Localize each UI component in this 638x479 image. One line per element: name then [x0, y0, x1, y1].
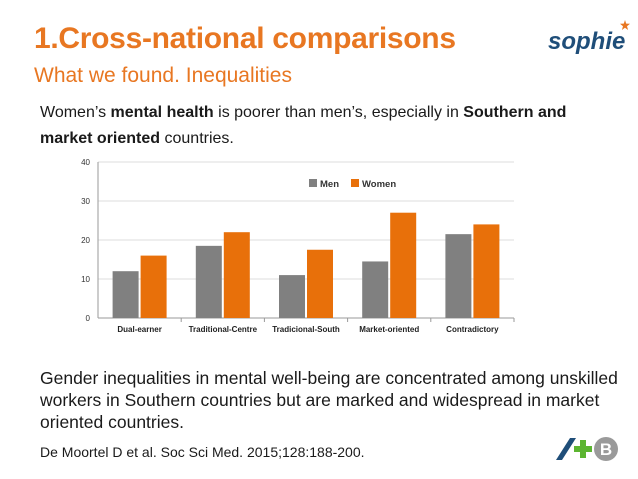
bar-women	[307, 249, 333, 318]
x-tick-label: Market-oriented	[359, 325, 419, 334]
intro-bold1: mental health	[110, 104, 214, 121]
logo-slash	[556, 438, 576, 460]
axis-layer: 0 10 20 30 40 Dual-earner Traditional-Centre Tr…	[81, 158, 515, 334]
sophie-logo: sophie	[548, 20, 630, 56]
logo-b-letter: B	[600, 440, 612, 459]
bar-chart: 0 10 20 30 40 Dual-earner Traditional-Centre Tr…	[81, 158, 515, 334]
bar-women	[473, 224, 500, 318]
logo-plus-v	[580, 440, 586, 458]
x-tick-label: Dual-earner	[117, 325, 161, 334]
star-icon	[620, 20, 630, 30]
y-tick-label: 30	[81, 197, 90, 206]
slide-title: 1.Cross-national comparisons	[34, 22, 456, 55]
slide-subtitle: What we found. Inequalities	[34, 64, 292, 87]
legend-swatch	[309, 179, 317, 187]
bar-men	[195, 245, 222, 318]
bar-women	[223, 232, 250, 318]
institution-logo: B	[556, 437, 618, 461]
y-tick-label: 40	[81, 158, 90, 167]
legend-label: Women	[362, 179, 396, 190]
bars-layer	[112, 212, 500, 318]
legend-layer: Men Women	[309, 179, 396, 190]
y-tick-label: 20	[81, 236, 90, 245]
citation: De Moortel D et al. Soc Sci Med. 2015;12…	[40, 444, 365, 460]
bar-men	[279, 275, 305, 318]
logo-b-circle	[594, 437, 618, 461]
conclusion-text: Gender inequalities in mental well-being…	[40, 368, 618, 432]
intro-part1: Women’s	[40, 104, 111, 121]
legend-swatch	[351, 179, 359, 187]
logo-text: sophie	[548, 28, 626, 55]
legend-label: Men	[320, 179, 339, 190]
bar-men	[112, 271, 139, 318]
intro-text: Women’s mental health is poorer than men…	[40, 100, 600, 152]
intro-part3: countries.	[160, 130, 234, 147]
bar-women	[140, 255, 167, 318]
intro-bold2: Southern and market oriented	[40, 104, 567, 147]
y-tick-label: 0	[86, 314, 91, 323]
intro-part2: is poorer than men’s, especially in	[213, 104, 464, 121]
x-tick-label: Contradictory	[446, 325, 499, 334]
bar-men	[362, 261, 389, 318]
x-tick-label: Traditional-Centre	[189, 325, 258, 334]
bar-men	[445, 234, 472, 318]
bar-women	[390, 212, 417, 318]
x-tick-label: Tradicional-South	[272, 325, 340, 334]
y-tick-label: 10	[81, 275, 90, 284]
